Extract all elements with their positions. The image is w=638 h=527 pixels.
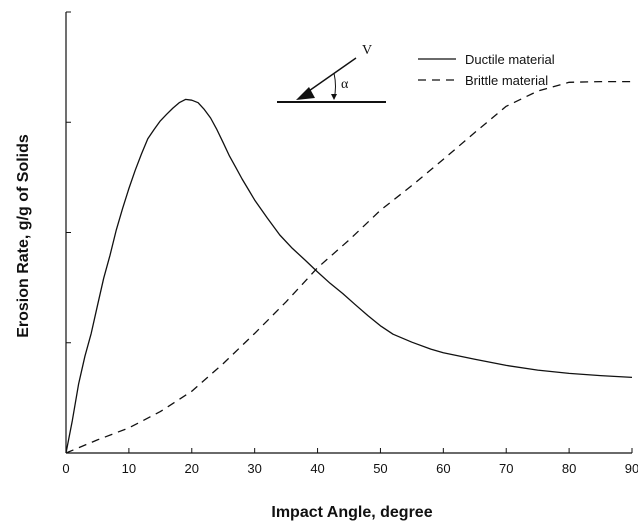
legend-label-brittle: Brittle material (465, 73, 548, 88)
x-axis-title: Impact Angle, degree (271, 504, 432, 521)
y-ticks (66, 11, 71, 344)
legend: Ductile material Brittle material (418, 52, 555, 88)
x-tick-label: 50 (373, 461, 387, 476)
x-tick-label: 10 (122, 461, 136, 476)
y-axis-title: Erosion Rate, g/g of Solids (15, 134, 32, 338)
impact-angle-diagram: V α (277, 43, 386, 103)
x-tick-label: 30 (247, 461, 261, 476)
x-tick-label: 40 (310, 461, 324, 476)
velocity-label: V (362, 43, 372, 58)
x-tick-label: 70 (499, 461, 513, 476)
velocity-arrowhead-icon (296, 87, 315, 100)
x-tick-label: 20 (185, 461, 199, 476)
series-layer (65, 80, 633, 454)
x-ticks: 0 10 20 30 40 50 60 70 80 90 (62, 448, 638, 476)
angle-arc-arrowhead-icon (331, 94, 337, 100)
legend-label-ductile: Ductile material (465, 52, 555, 67)
x-tick-label: 80 (562, 461, 576, 476)
x-tick-label: 60 (436, 461, 450, 476)
series-line-brittle (65, 80, 632, 454)
x-tick-label: 0 (62, 461, 69, 476)
angle-label: α (341, 77, 349, 92)
axes: 0 10 20 30 40 50 60 70 80 90 (62, 11, 638, 476)
series-line-ductile (65, 98, 633, 454)
x-tick-label: 90 (625, 461, 638, 476)
velocity-vector-line (305, 57, 357, 94)
